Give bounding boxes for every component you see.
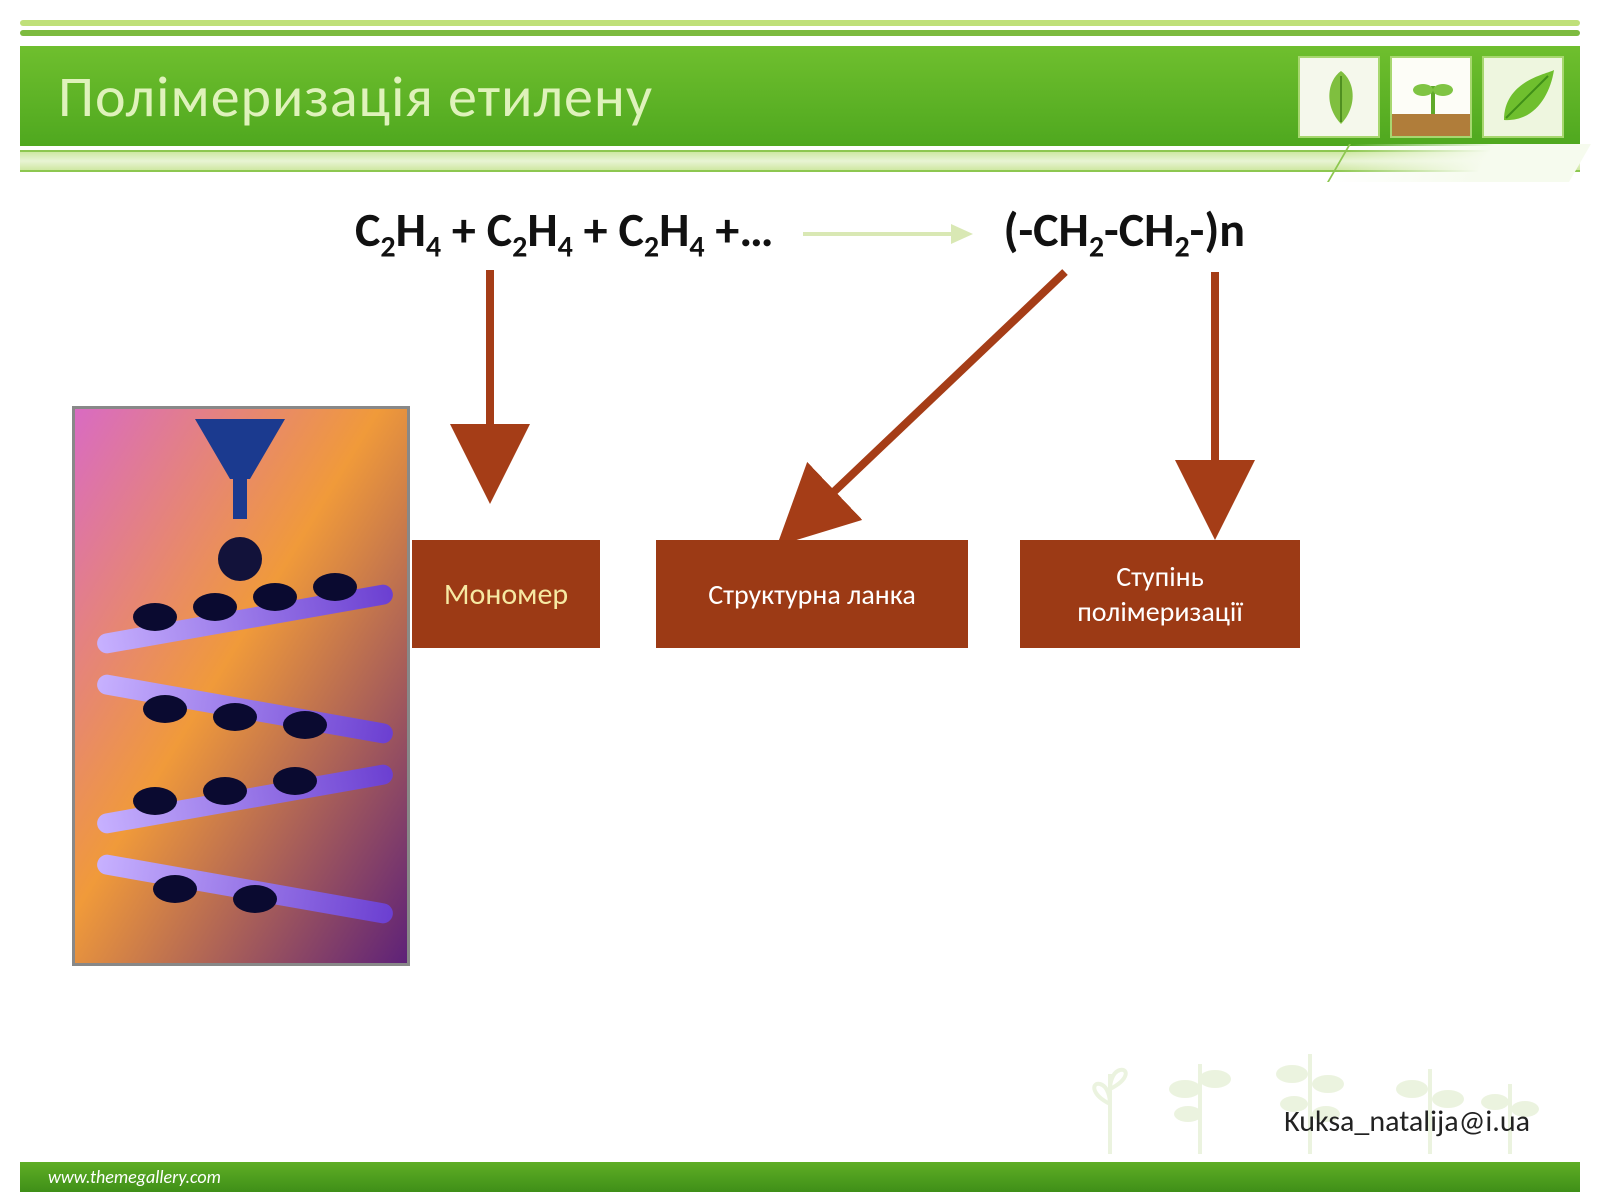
footer-bar: www.themegallery.com [20, 1162, 1580, 1192]
box-structural-label: Структурна ланка [708, 577, 916, 612]
illustration-photo [72, 406, 410, 966]
footer-url: www.themegallery.com [48, 1166, 221, 1188]
lab-machine-icon [75, 409, 410, 966]
box-monomer: Мономер [412, 540, 600, 648]
box-structural-link: Структурна ланка [656, 540, 968, 648]
contact-email: Kuksa_natalija@i.ua [1284, 1103, 1530, 1140]
box-degree: Ступінь полімеризації [1020, 540, 1300, 648]
box-degree-label: Ступінь полімеризації [1032, 559, 1288, 629]
box-monomer-label: Мономер [444, 576, 568, 613]
